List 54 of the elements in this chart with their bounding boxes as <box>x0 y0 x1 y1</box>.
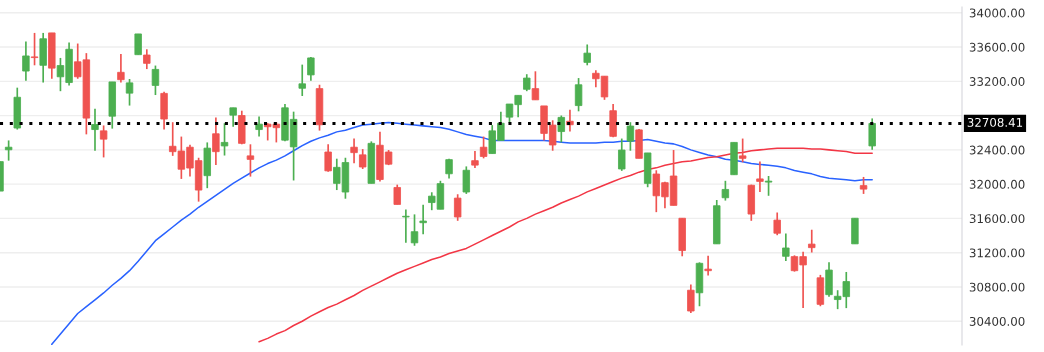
candlestick <box>350 137 358 164</box>
candlestick <box>453 193 462 222</box>
candlestick <box>324 143 332 173</box>
candlestick <box>756 160 764 193</box>
candlestick <box>298 63 306 97</box>
candlestick <box>419 203 427 236</box>
candlestick <box>462 165 471 195</box>
line-series <box>51 121 873 345</box>
candlestick <box>402 208 410 244</box>
candlestick <box>764 175 773 197</box>
y-tick-label: 31200.00 <box>969 248 1025 258</box>
candlestick <box>229 106 237 128</box>
y-tick-label: 30800.00 <box>969 282 1025 292</box>
candlestick <box>220 122 229 157</box>
candlestick <box>4 139 13 162</box>
candlestick <box>91 107 99 152</box>
candlestick <box>868 117 876 151</box>
candlestick <box>618 137 626 172</box>
candlestick <box>143 48 151 70</box>
candlestick <box>773 211 781 237</box>
y-tick-label: 34000.00 <box>969 8 1025 18</box>
candlestick <box>22 40 30 82</box>
candlestick <box>151 64 160 96</box>
y-tick-label: 30400.00 <box>969 316 1025 326</box>
candlestick <box>626 121 635 152</box>
candlestick <box>583 43 591 67</box>
ref-line-label: 32708.41 <box>967 117 1023 127</box>
candlestick <box>358 148 367 170</box>
y-tick-label: 32000.00 <box>969 179 1025 189</box>
line-series <box>258 147 873 343</box>
candlestick <box>574 77 583 113</box>
candlestick <box>99 124 108 159</box>
candlestick <box>255 115 263 138</box>
candlestick <box>808 228 816 254</box>
candlestick <box>410 213 419 247</box>
candlestick <box>782 232 790 262</box>
candlestick <box>557 114 566 144</box>
candlestick <box>117 53 125 84</box>
candlestick <box>125 78 134 107</box>
candlestick <box>246 143 255 178</box>
candlestick <box>704 254 712 277</box>
y-tick-label: 32400.00 <box>969 145 1025 155</box>
y-tick-label: 33600.00 <box>969 42 1025 52</box>
candlestick <box>479 135 488 160</box>
candlestick <box>531 70 540 101</box>
candlestick <box>134 33 142 56</box>
candlestick <box>687 283 695 314</box>
candlestick <box>721 179 730 202</box>
candlestick <box>30 32 39 67</box>
y-tick-label: 31600.00 <box>969 214 1025 224</box>
candlestick <box>393 183 401 206</box>
y-tick-label: 33200.00 <box>969 77 1025 86</box>
candlestick <box>738 137 747 164</box>
candlestick <box>212 116 220 166</box>
